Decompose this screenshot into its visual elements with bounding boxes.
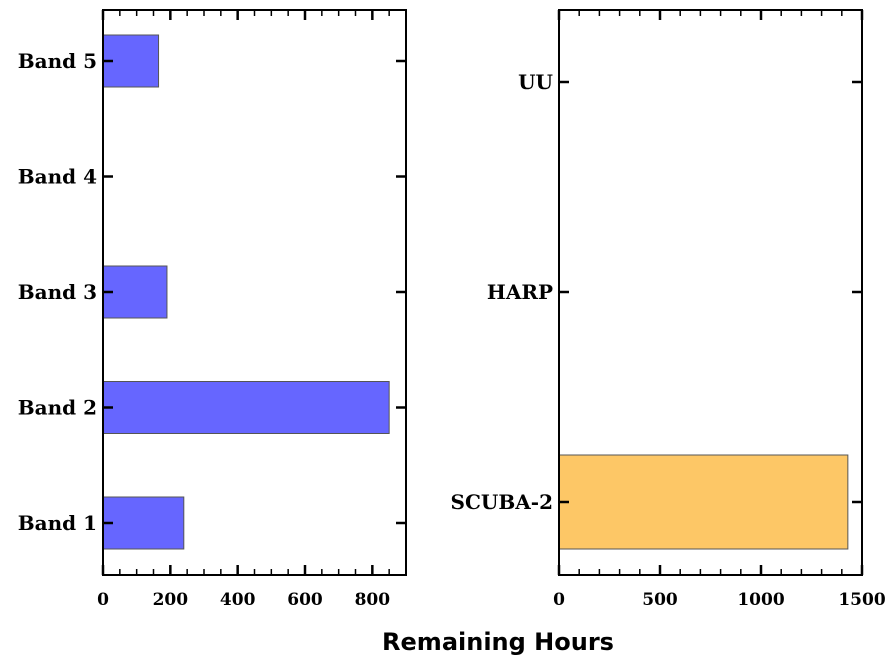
x-tick-label-200: 200 <box>153 590 189 610</box>
bar-band-2 <box>102 381 390 434</box>
x-tick-label-1000: 1000 <box>737 590 784 610</box>
x-axis-label: Remaining Hours <box>382 628 614 656</box>
x-tick-label-1500: 1500 <box>838 590 885 610</box>
y-tick-label-scuba-2: SCUBA-2 <box>451 490 553 514</box>
y-tick-label-harp: HARP <box>487 280 553 304</box>
instruments-bar-panel: SCUBA-2 HARP UU 0 500 1000 1500 <box>451 9 886 610</box>
bar-band-1 <box>102 496 185 550</box>
bar-band-3 <box>102 265 168 319</box>
y-tick-label-uu: UU <box>518 70 553 94</box>
instrument-axes-frame <box>558 9 863 576</box>
x-tick-label-0: 0 <box>97 590 109 610</box>
bands-bar-panel: Band 1 Band 2 Band 3 Band 4 Band 5 0 200 400 600… <box>18 9 407 610</box>
bar-scuba-2 <box>558 454 849 550</box>
y-tick-label-band-1: Band 1 <box>18 511 97 535</box>
x-tick-label-500: 500 <box>642 590 678 610</box>
y-tick-label-band-4: Band 4 <box>18 165 97 189</box>
y-tick-label-band-3: Band 3 <box>18 280 97 304</box>
x-tick-label-800: 800 <box>355 590 391 610</box>
x-tick-label-400: 400 <box>220 590 256 610</box>
band-axes-frame <box>102 9 407 576</box>
y-tick-label-band-5: Band 5 <box>18 49 97 73</box>
y-tick-label-band-2: Band 2 <box>18 396 97 420</box>
x-tick-label-600: 600 <box>287 590 323 610</box>
x-tick-label-0: 0 <box>553 590 565 610</box>
